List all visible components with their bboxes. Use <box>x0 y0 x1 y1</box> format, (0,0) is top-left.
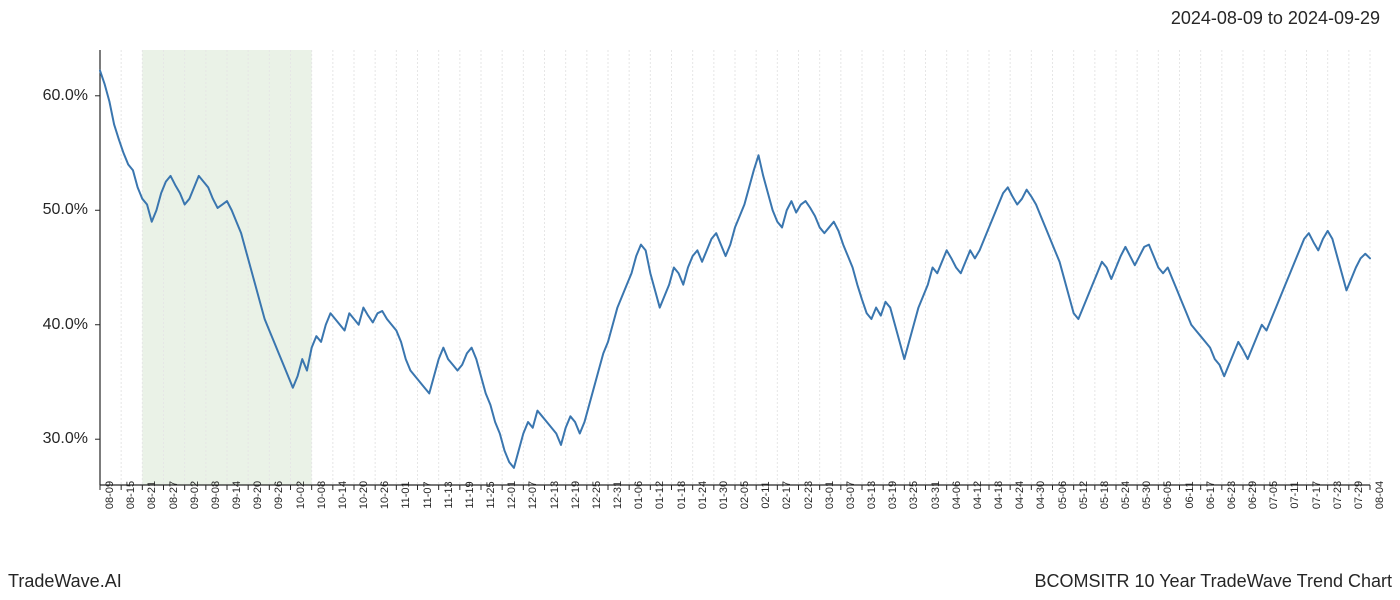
x-tick-label: 07-11 <box>1289 481 1301 508</box>
x-tick-label: 01-30 <box>718 481 730 509</box>
x-tick-label: 02-05 <box>739 481 751 509</box>
x-tick-label: 12-19 <box>570 481 582 509</box>
x-tick-label: 12-13 <box>549 481 561 509</box>
y-tick-label: 50.0% <box>43 201 88 219</box>
x-tick-label: 08-15 <box>125 481 137 509</box>
chart-title: BCOMSITR 10 Year TradeWave Trend Chart <box>1035 571 1393 592</box>
x-tick-label: 10-08 <box>316 481 328 509</box>
y-tick-label: 60.0% <box>43 87 88 105</box>
x-tick-label: 03-31 <box>930 481 942 509</box>
x-tick-label: 05-18 <box>1099 481 1111 509</box>
x-tick-label: 11-19 <box>464 481 476 508</box>
x-tick-label: 04-24 <box>1014 481 1026 509</box>
brand-label: TradeWave.AI <box>8 571 122 592</box>
x-tick-label: 11-25 <box>485 481 497 508</box>
x-tick-label: 06-29 <box>1247 481 1259 509</box>
x-tick-label: 03-13 <box>866 481 878 509</box>
x-tick-label: 03-07 <box>845 481 857 509</box>
x-tick-label: 11-01 <box>400 481 412 508</box>
x-tick-label: 07-05 <box>1268 481 1280 509</box>
x-tick-label: 05-12 <box>1078 481 1090 509</box>
x-tick-label: 07-17 <box>1311 481 1323 509</box>
x-tick-label: 01-18 <box>676 481 688 509</box>
x-tick-label: 04-06 <box>951 481 963 509</box>
x-tick-label: 06-23 <box>1226 481 1238 509</box>
x-tick-label: 05-06 <box>1057 481 1069 509</box>
x-tick-label: 01-06 <box>633 481 645 509</box>
y-tick-label: 40.0% <box>43 316 88 334</box>
x-tick-label: 01-12 <box>654 481 666 509</box>
x-tick-label: 12-25 <box>591 481 603 509</box>
x-tick-label: 02-17 <box>781 481 793 509</box>
x-tick-label: 08-27 <box>168 481 180 509</box>
y-tick-label: 30.0% <box>43 430 88 448</box>
x-tick-label: 03-19 <box>887 481 899 509</box>
x-tick-label: 09-08 <box>210 481 222 509</box>
x-tick-label: 03-25 <box>908 481 920 509</box>
x-tick-label: 06-17 <box>1205 481 1217 509</box>
x-tick-label: 12-07 <box>527 481 539 509</box>
x-tick-label: 03-01 <box>824 481 836 509</box>
x-tick-label: 09-14 <box>231 481 243 509</box>
x-tick-label: 06-11 <box>1184 481 1196 508</box>
trend-chart <box>95 45 1375 490</box>
x-tick-label: 07-29 <box>1353 481 1365 509</box>
x-tick-label: 02-11 <box>760 481 772 508</box>
x-tick-label: 10-26 <box>379 481 391 509</box>
x-tick-label: 10-14 <box>337 481 349 509</box>
date-range: 2024-08-09 to 2024-09-29 <box>1171 8 1380 29</box>
x-tick-label: 01-24 <box>697 481 709 509</box>
x-tick-label: 05-30 <box>1141 481 1153 509</box>
chart-container <box>95 45 1375 490</box>
x-tick-label: 11-13 <box>443 481 455 508</box>
x-tick-label: 09-26 <box>273 481 285 509</box>
x-tick-label: 06-05 <box>1162 481 1174 509</box>
x-tick-label: 05-24 <box>1120 481 1132 509</box>
x-tick-label: 12-31 <box>612 481 624 509</box>
x-tick-label: 07-23 <box>1332 481 1344 509</box>
x-tick-label: 02-23 <box>803 481 815 509</box>
x-tick-label: 04-12 <box>972 481 984 509</box>
x-tick-label: 09-02 <box>189 481 201 509</box>
x-tick-label: 08-04 <box>1374 481 1386 509</box>
x-tick-label: 08-21 <box>146 481 158 509</box>
x-tick-label: 04-18 <box>993 481 1005 509</box>
x-tick-label: 10-20 <box>358 481 370 509</box>
x-tick-label: 08-09 <box>104 481 116 509</box>
x-tick-label: 12-01 <box>506 481 518 509</box>
x-tick-label: 11-07 <box>422 481 434 508</box>
x-tick-label: 09-20 <box>252 481 264 509</box>
x-tick-label: 04-30 <box>1035 481 1047 509</box>
x-tick-label: 10-02 <box>295 481 307 509</box>
